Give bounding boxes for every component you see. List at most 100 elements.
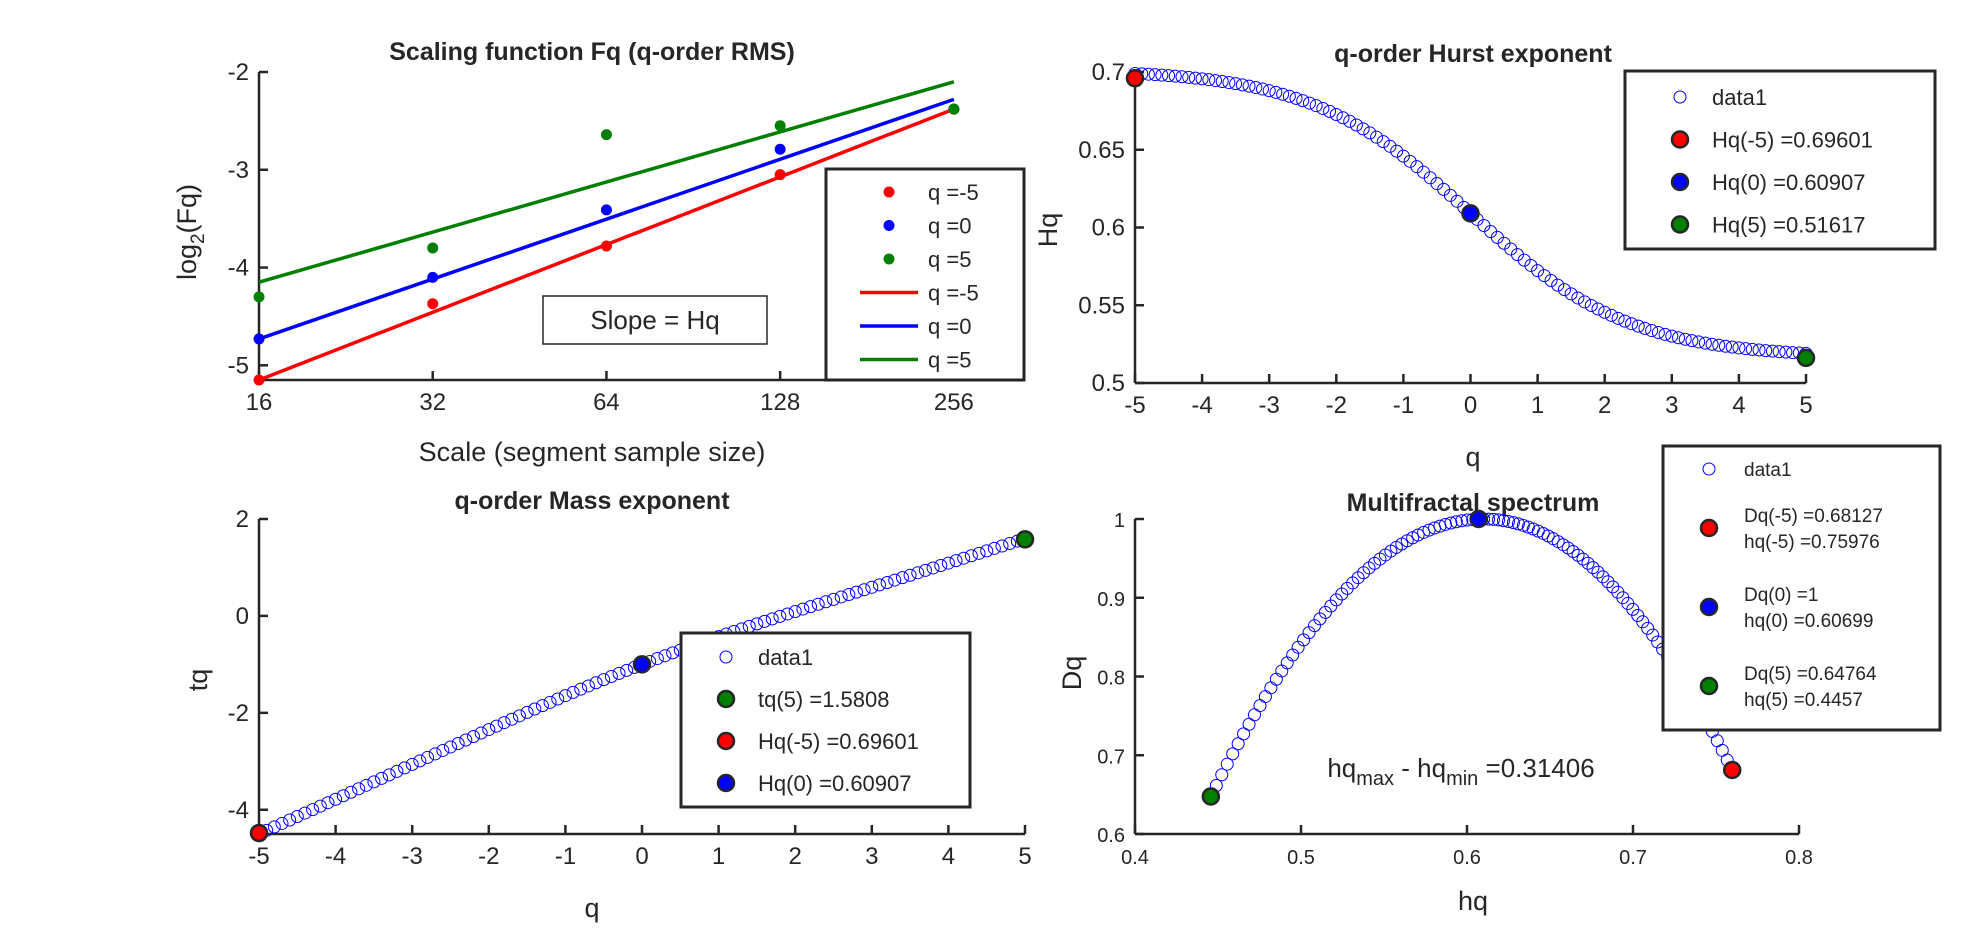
data-point bbox=[600, 240, 612, 252]
data-point bbox=[926, 561, 940, 575]
data-point bbox=[957, 551, 971, 565]
data-point bbox=[336, 789, 350, 803]
data-point bbox=[1362, 561, 1376, 575]
data-point bbox=[1455, 514, 1469, 528]
data-point bbox=[1745, 342, 1759, 356]
plot-area: -5 -4 -3 -2 -1 0 1 2 3 4 5 2 0 -2 -4 bbox=[228, 506, 1035, 870]
data-point bbox=[543, 695, 557, 709]
data-point bbox=[1376, 135, 1390, 149]
legend-label: q =0 bbox=[928, 314, 971, 339]
legend-entries: q =-5 q =0 q =5 q =-5 q =0 q =5 bbox=[860, 180, 979, 373]
data-point bbox=[1195, 72, 1209, 86]
annotation-base1: hq bbox=[1327, 753, 1356, 783]
data-point bbox=[1606, 580, 1620, 594]
legend-label: data1 bbox=[1744, 460, 1792, 481]
data-point bbox=[1544, 273, 1558, 287]
data-point bbox=[253, 333, 265, 345]
y-tick-label: 0 bbox=[236, 603, 249, 630]
data-point bbox=[1601, 575, 1615, 589]
legend-label: Hq(-5) =0.69601 bbox=[758, 729, 919, 754]
data-point bbox=[1296, 94, 1310, 108]
data-point bbox=[359, 778, 373, 792]
legend-label: Hq(-5) =0.69601 bbox=[1712, 128, 1873, 153]
highlight-point bbox=[1461, 204, 1480, 223]
y-tick-label: -2 bbox=[228, 700, 249, 727]
data-point bbox=[1651, 326, 1665, 340]
data-point bbox=[842, 588, 856, 602]
x-axis-label: Scale (segment sample size) bbox=[419, 437, 766, 467]
data-point bbox=[1162, 69, 1176, 83]
data-point bbox=[1289, 91, 1303, 105]
data-point bbox=[750, 617, 764, 631]
data-point bbox=[1356, 122, 1370, 136]
legend-label: q =-5 bbox=[928, 180, 979, 205]
data-point bbox=[1316, 101, 1330, 115]
data-point bbox=[427, 271, 439, 283]
data-point bbox=[1231, 737, 1245, 751]
data-point bbox=[427, 242, 439, 254]
data-point bbox=[600, 204, 612, 216]
data-point bbox=[1003, 537, 1017, 551]
legend-marker bbox=[1670, 215, 1690, 234]
x-tick-label: 128 bbox=[760, 389, 800, 416]
data-point bbox=[1202, 73, 1216, 87]
x-tick-label: -5 bbox=[1124, 392, 1145, 419]
data-point bbox=[1242, 79, 1256, 93]
data-point bbox=[1772, 345, 1786, 359]
data-point bbox=[1253, 699, 1267, 713]
data-point bbox=[650, 652, 664, 666]
data-point bbox=[1343, 114, 1357, 128]
legend-marker bbox=[1699, 597, 1719, 617]
data-point bbox=[1765, 344, 1779, 358]
x-tick-label: 3 bbox=[1665, 392, 1678, 419]
legend-label: Dq(-5) =0.68127 bbox=[1744, 506, 1883, 527]
data-point bbox=[880, 575, 894, 589]
data-point bbox=[428, 747, 442, 761]
data-point bbox=[253, 374, 265, 386]
legend-marker bbox=[1702, 462, 1716, 476]
data-point bbox=[857, 583, 871, 597]
data-point bbox=[1373, 552, 1387, 566]
data-point bbox=[1384, 544, 1398, 558]
data-point bbox=[1732, 341, 1746, 355]
data-point bbox=[1276, 87, 1290, 101]
chart-title: Scaling function Fq (q-order RMS) bbox=[389, 38, 795, 66]
x-tick-label: 64 bbox=[593, 389, 620, 416]
data-point bbox=[597, 673, 611, 687]
x-tick-label: 256 bbox=[934, 389, 974, 416]
annotation-frame bbox=[542, 295, 768, 345]
data-point bbox=[1492, 513, 1506, 527]
data-point bbox=[788, 605, 802, 619]
x-tick-label: 1 bbox=[1531, 392, 1544, 419]
data-point bbox=[765, 612, 779, 626]
data-point bbox=[1349, 118, 1363, 132]
highlight-point bbox=[249, 823, 269, 843]
data-point bbox=[505, 712, 519, 726]
data-point bbox=[1641, 621, 1655, 635]
x-tick-label: -1 bbox=[1393, 392, 1414, 419]
data-point bbox=[1242, 717, 1256, 731]
data-point bbox=[1591, 302, 1605, 316]
scaling-function-panel: Scaling function Fq (q-order RMS) 16 32 64… bbox=[172, 38, 1026, 467]
legend-label: hq(5) =0.4457 bbox=[1744, 690, 1863, 711]
data-point bbox=[903, 568, 917, 582]
data-point bbox=[1264, 681, 1278, 695]
data-point bbox=[1336, 111, 1350, 125]
y-tick-label: 1 bbox=[1114, 510, 1125, 532]
legend-entries: data1 tq(5) =1.5808 Hq(-5) =0.69601 Hq(0) =… bbox=[716, 645, 919, 796]
data-point bbox=[551, 692, 565, 706]
data-point bbox=[520, 705, 534, 719]
legend: data1 tq(5) =1.5808 Hq(-5) =0.69601 Hq(0) =… bbox=[679, 631, 972, 809]
x-tick-label: 0.7 bbox=[1619, 847, 1647, 869]
data-point bbox=[1370, 130, 1384, 144]
data-point bbox=[758, 614, 772, 628]
data-point bbox=[1220, 757, 1234, 771]
y-axis-label-sub: 2 bbox=[188, 233, 209, 244]
data-point bbox=[987, 541, 1001, 555]
legend-marker bbox=[883, 253, 895, 265]
data-point bbox=[390, 764, 404, 778]
multifractal-spectrum-panel: Multifractal spectrum 0.4 0.5 0.6 0.7 0.810.… bbox=[1057, 444, 1942, 916]
data-point bbox=[1571, 548, 1585, 562]
data-point bbox=[742, 619, 756, 633]
y-tick-label: 2 bbox=[236, 506, 249, 533]
